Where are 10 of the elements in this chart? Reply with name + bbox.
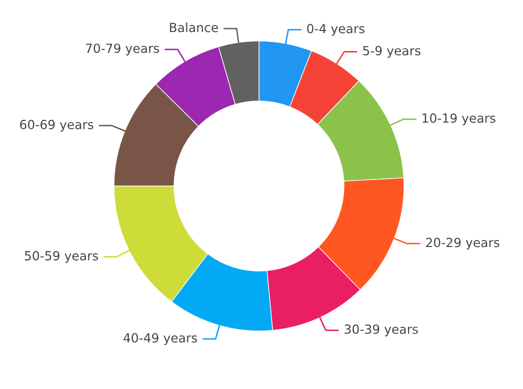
slice-label: 30-39 years (344, 324, 418, 336)
slice-label: 40-49 years (124, 333, 197, 346)
slice-label: 60-69 years (20, 120, 94, 132)
slice-label: Balance (170, 22, 218, 32)
slice-label: 50-59 years (24, 251, 98, 263)
slice-label: 70-79 years (86, 44, 160, 56)
slice-label: 10-19 years (422, 113, 496, 126)
slice-label: 5-9 years (363, 46, 420, 58)
slice-label: 0-4 years (307, 24, 364, 36)
slice-label: 20-29 years (426, 238, 500, 250)
